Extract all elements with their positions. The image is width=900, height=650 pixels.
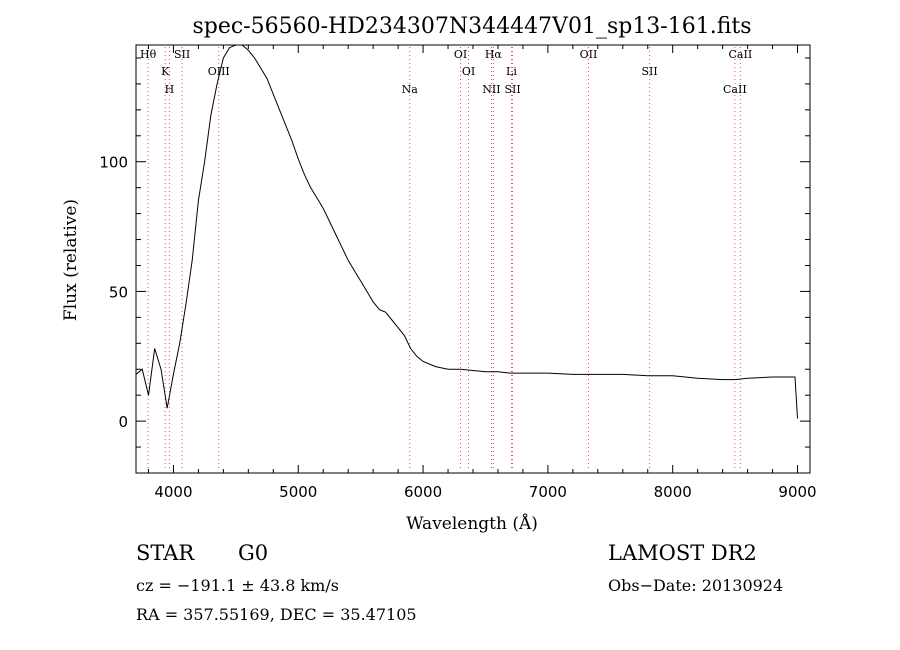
- line-marker-label: CaII: [729, 48, 753, 61]
- y-tick-label: 50: [109, 283, 128, 301]
- y-axis-ticks: 0 50 100: [99, 57, 810, 448]
- line-marker-label: Li: [506, 65, 517, 78]
- y-axis-label: Flux (relative): [61, 199, 81, 321]
- x-tick-label: 4000: [154, 483, 192, 501]
- spectrum-chart: spec-56560-HD234307N344447V01_sp13-161.f…: [61, 14, 817, 534]
- observation-date: Obs−Date: 20130924: [608, 576, 784, 595]
- object-subclass: G0: [238, 541, 269, 565]
- object-class: STAR: [136, 541, 195, 565]
- y-tick-label: 100: [99, 154, 128, 172]
- line-marker-label: SII: [504, 83, 520, 96]
- line-marker-label: Hθ: [140, 48, 157, 61]
- spectrum-line: [135, 44, 798, 419]
- x-axis-label: Wavelength (Å): [406, 513, 538, 534]
- x-tick-label: 7000: [529, 483, 567, 501]
- plot-frame: [135, 44, 811, 474]
- y-tick-label: 0: [118, 413, 128, 431]
- emission-line-markers: [147, 47, 741, 471]
- line-marker-label: OII: [580, 48, 598, 61]
- x-tick-label: 9000: [778, 483, 816, 501]
- line-marker-label: Na: [402, 83, 419, 96]
- redshift-velocity: cz = −191.1 ± 43.8 km/s: [136, 576, 339, 595]
- x-tick-label: 6000: [404, 483, 442, 501]
- survey-name: LAMOST DR2: [608, 541, 757, 565]
- chart-title: spec-56560-HD234307N344447V01_sp13-161.f…: [192, 14, 751, 39]
- line-marker-label: OIII: [208, 65, 230, 78]
- line-marker-label: CaII: [723, 83, 747, 96]
- line-marker-label: K: [161, 65, 170, 78]
- line-marker-label: H: [165, 83, 175, 96]
- x-tick-label: 8000: [654, 483, 692, 501]
- line-marker-label: OI: [454, 48, 467, 61]
- line-marker-label: SII: [174, 48, 190, 61]
- line-marker-label: NII: [482, 83, 500, 96]
- line-marker-label: Hα: [485, 48, 503, 61]
- x-tick-label: 5000: [279, 483, 317, 501]
- line-marker-label: SII: [641, 65, 657, 78]
- line-marker-label: OI: [462, 65, 475, 78]
- coordinates: RA = 357.55169, DEC = 35.47105: [136, 605, 417, 624]
- x-axis-ticks: 4000 5000 6000 7000 8000 9000: [147, 45, 817, 501]
